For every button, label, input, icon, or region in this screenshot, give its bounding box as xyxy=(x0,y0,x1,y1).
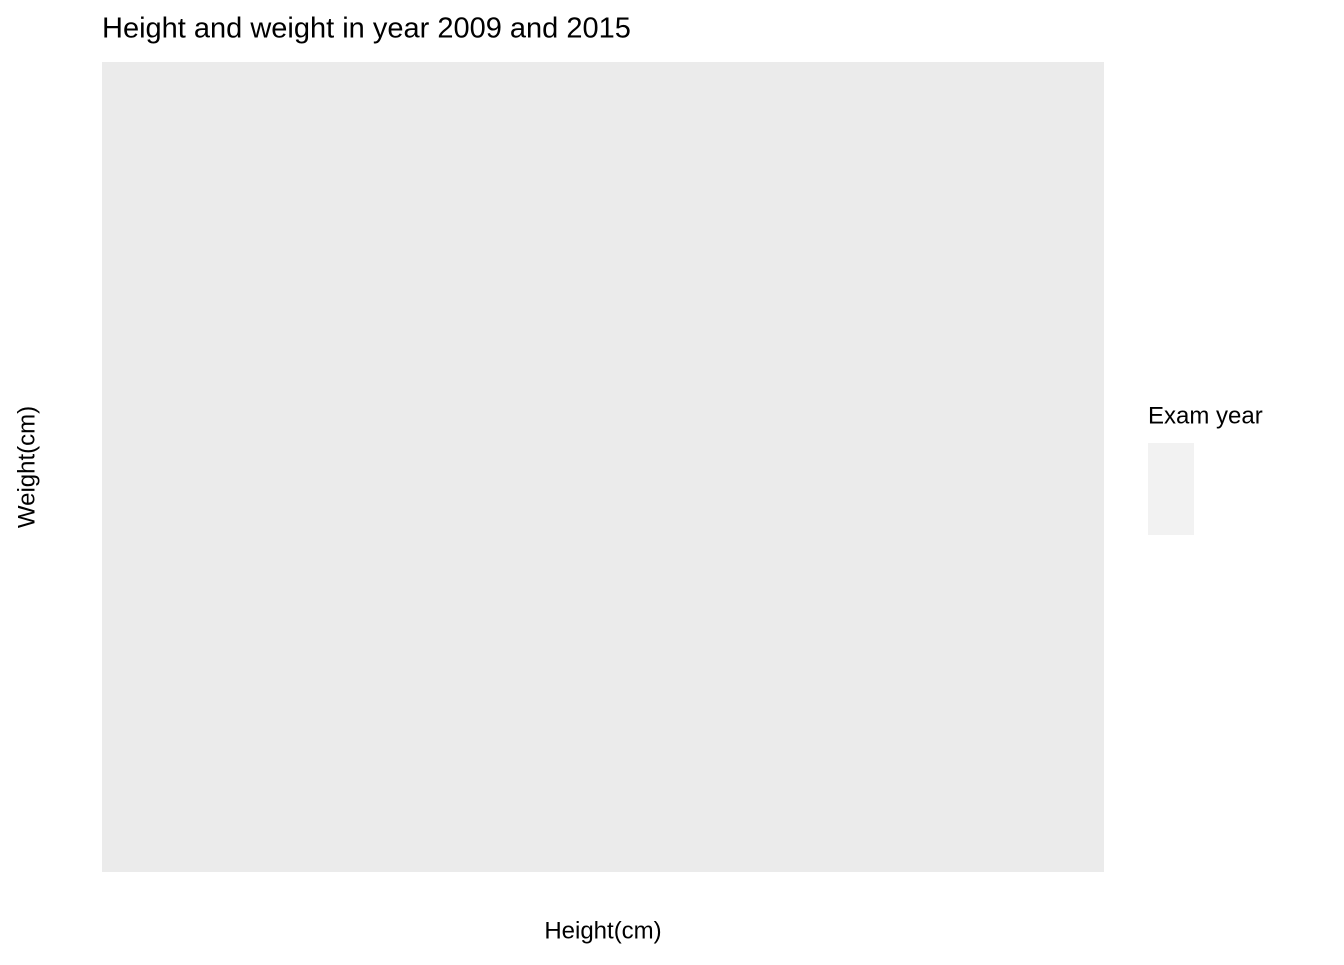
chart-title: Height and weight in year 2009 and 2015 xyxy=(102,13,631,45)
x-axis-label: Height(cm) xyxy=(544,917,661,944)
legend-title: Exam year xyxy=(1148,402,1263,429)
y-axis-label: Weight(cm) xyxy=(13,406,40,528)
legend-key-background xyxy=(1148,443,1194,535)
plot-panel xyxy=(102,62,1104,872)
